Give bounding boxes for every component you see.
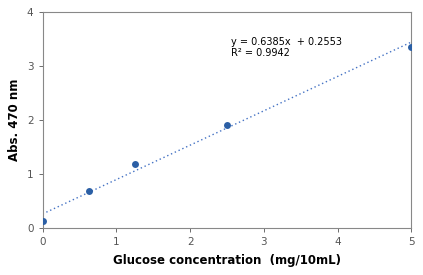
Point (39, 219, 46, 223)
Y-axis label: Abs. 470 nm: Abs. 470 nm (8, 79, 21, 161)
Point (408, 45, 415, 50)
Point (132, 162, 138, 166)
Text: R² = 0.9942: R² = 0.9942 (231, 48, 289, 58)
Point (224, 123, 231, 128)
X-axis label: Glucose concentration  (mg/10mL): Glucose concentration (mg/10mL) (113, 254, 341, 267)
Text: y = 0.6385x  + 0.2553: y = 0.6385x + 0.2553 (231, 37, 342, 46)
Point (85, 189, 92, 193)
